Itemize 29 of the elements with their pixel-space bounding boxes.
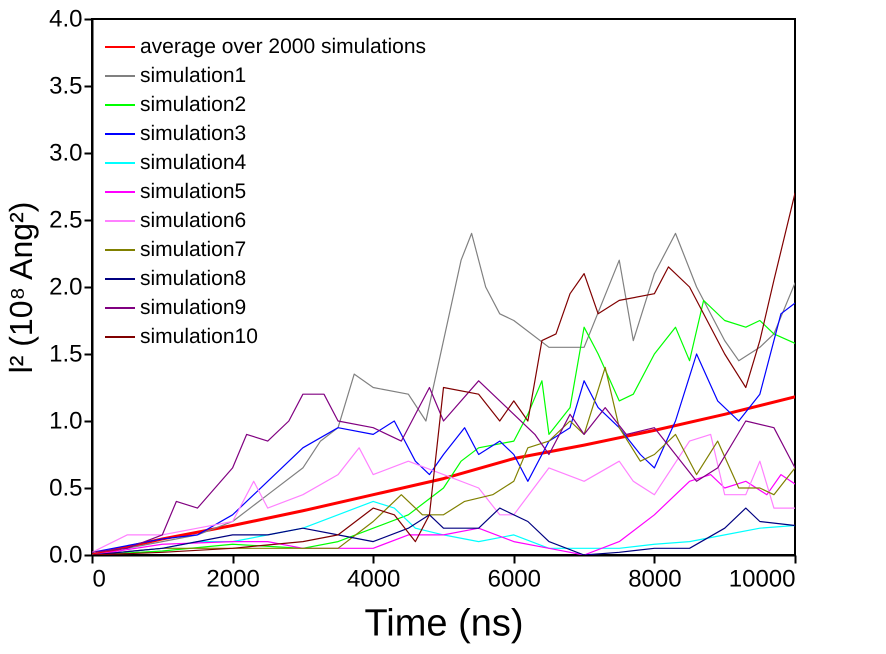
y-tick-label: 4.0	[49, 6, 82, 32]
y-tick-label: 1.0	[49, 408, 82, 434]
line-series	[92, 434, 795, 553]
y-tick-label: 0.5	[49, 474, 82, 502]
legend-label: simulation6	[140, 209, 246, 232]
y-tick-label: 3.5	[49, 72, 82, 100]
y-tick-label: 3.0	[49, 140, 82, 166]
legend-label: simulation1	[140, 64, 246, 87]
legend-label: average over 2000 simulations	[140, 35, 426, 58]
y-tick-label: 2.5	[49, 206, 82, 234]
x-tick-label: 4000	[347, 566, 400, 592]
legend-label: simulation3	[140, 122, 246, 145]
legend-label: simulation2	[140, 93, 246, 116]
y-tick-label: 0.0	[49, 542, 82, 568]
legend-label: simulation8	[140, 267, 246, 290]
legend-label: simulation7	[140, 238, 246, 261]
legend-label: simulation10	[140, 325, 258, 348]
legend-label: simulation9	[140, 296, 246, 319]
y-tick-label: 2.0	[49, 274, 82, 300]
y-tick-label: 1.5	[49, 340, 82, 368]
legend-label: simulation4	[140, 151, 247, 174]
x-tick-label: 2000	[206, 566, 260, 592]
x-axis-title: Time (ns)	[364, 602, 524, 644]
x-tick-label: 8000	[628, 566, 682, 592]
x-tick-label: 0	[92, 566, 106, 592]
x-tick-label: 10000	[728, 566, 796, 592]
legend-label: simulation5	[140, 180, 246, 203]
x-tick-label: 6000	[488, 566, 541, 592]
y-axis-title: l² (10⁸ Ang²)	[3, 202, 40, 374]
